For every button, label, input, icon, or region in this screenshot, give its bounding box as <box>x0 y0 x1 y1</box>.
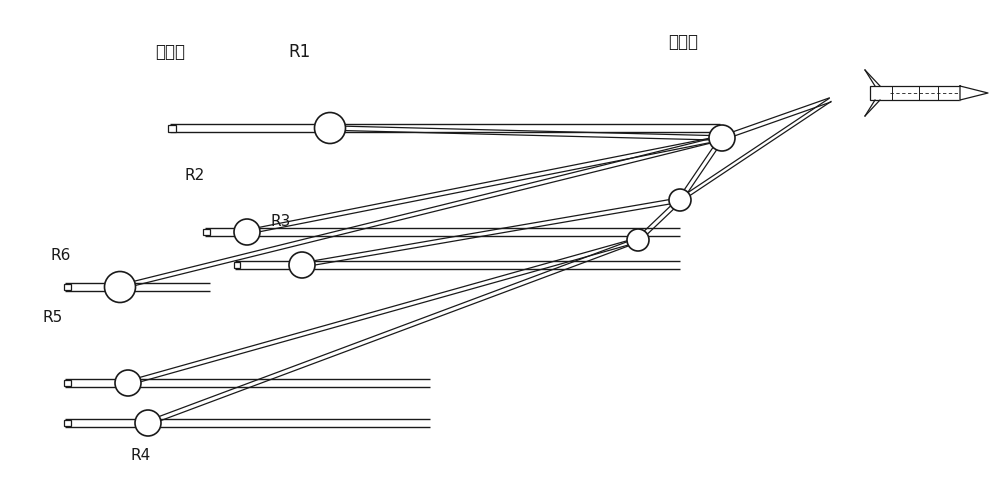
Bar <box>64 380 70 386</box>
Circle shape <box>314 113 346 143</box>
Circle shape <box>135 410 161 436</box>
Circle shape <box>234 219 260 245</box>
Text: R3: R3 <box>270 215 290 229</box>
Text: R4: R4 <box>130 447 150 463</box>
Text: 动平台: 动平台 <box>668 33 698 51</box>
Circle shape <box>627 229 649 251</box>
Circle shape <box>104 271 136 303</box>
Text: R6: R6 <box>50 247 70 263</box>
Polygon shape <box>960 86 988 100</box>
Bar <box>234 262 240 268</box>
Circle shape <box>289 252 315 278</box>
Circle shape <box>115 370 141 396</box>
Text: R1: R1 <box>288 43 310 61</box>
Circle shape <box>669 189 691 211</box>
Bar <box>64 284 70 290</box>
Bar <box>870 86 960 100</box>
Text: 静平台: 静平台 <box>155 43 185 61</box>
Bar <box>204 229 210 235</box>
Text: R5: R5 <box>42 310 62 325</box>
Bar <box>168 124 176 131</box>
Circle shape <box>709 125 735 151</box>
Text: R2: R2 <box>185 167 205 183</box>
Bar <box>64 420 70 426</box>
